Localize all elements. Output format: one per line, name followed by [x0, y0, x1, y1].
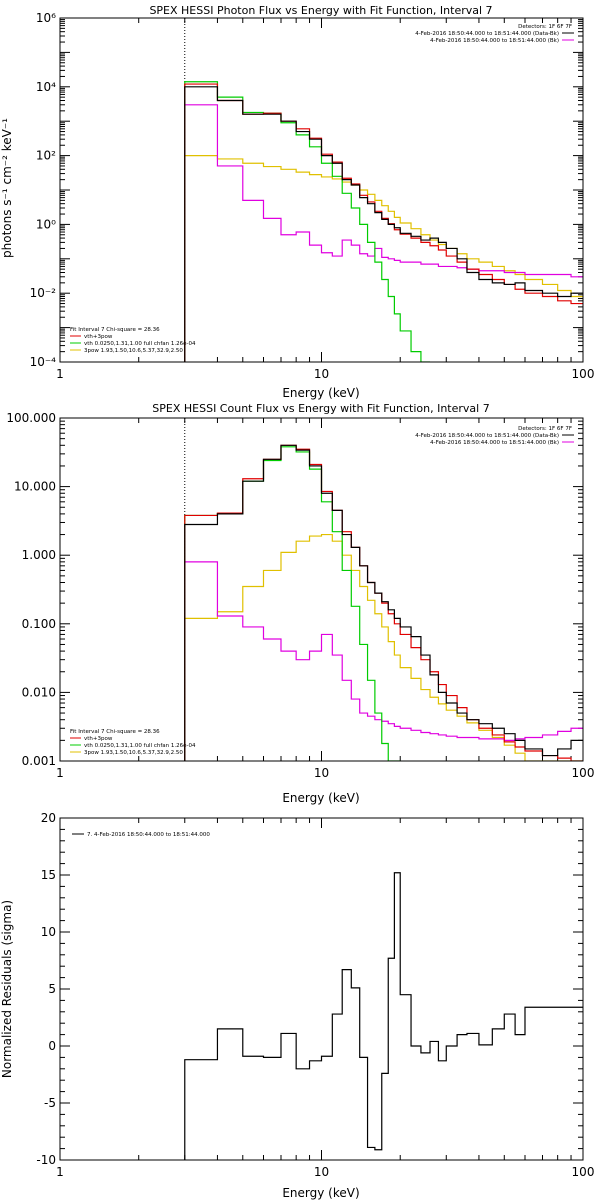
legend-bottom-heading: Fit Interval 7 Chi-square = 28.36 [70, 729, 160, 735]
panel-photon-flux: SPEX HESSI Photon Flux vs Energy with Fi… [0, 4, 594, 400]
legend-top-entry-label: 7. 4-Feb-2016 18:50:44.000 to 18:51:44.0… [87, 832, 210, 838]
series-line [184, 83, 583, 362]
y-tick-label: 10⁰ [36, 217, 56, 231]
x-axis-label: Energy (keV) [282, 791, 359, 805]
y-tick-label: 10⁻² [30, 286, 57, 300]
y-tick-label: 10² [36, 149, 56, 163]
panel-residuals: Energy (keV) Normalized Residuals (sigma… [0, 811, 594, 1200]
y-tick-label: 0.001 [22, 754, 56, 768]
series-line [184, 86, 583, 362]
x-tick-label: 10 [314, 1165, 329, 1179]
x-axis-label: Energy (keV) [282, 1186, 359, 1200]
y-tick-label: 0.100 [22, 617, 56, 631]
x-tick-label: 1 [56, 766, 64, 780]
y-tick-label: 10 [41, 925, 56, 939]
y-tick-label: 0 [48, 1039, 56, 1053]
legend-top-entry-label: 4-Feb-2016 18:50:44.000 to 18:51:44.000 … [415, 31, 559, 37]
series-line [184, 533, 583, 761]
y-axis-label: photons s⁻¹ cm⁻² keV⁻¹ [0, 118, 14, 258]
series-group [184, 81, 583, 362]
x-tick-label: 1 [56, 367, 64, 381]
y-tick-label: 20 [41, 811, 56, 825]
y-tick-label: 0.010 [22, 685, 56, 699]
axes-frame [59, 417, 584, 762]
series-group [184, 872, 583, 1160]
x-tick-label: 100 [572, 766, 595, 780]
x-axis-label: Energy (keV) [282, 386, 359, 400]
legend-bottom-entry-label: 3pow 1.93,1.50,10.6,5.37,32.9,2.50 [84, 750, 183, 756]
y-tick-label: 10⁻⁴ [30, 355, 57, 369]
legend-top-entry-label: 4-Feb-2016 18:50:44.000 to 18:51:44.000 … [430, 38, 559, 44]
y-tick-label: 1.000 [22, 548, 56, 562]
legend-bottom-entry-label: vth+3pow [84, 334, 113, 340]
series-line [184, 444, 583, 761]
legend-top-heading: Detectors: 1F 6F 7F [518, 426, 572, 432]
series-group [184, 444, 583, 761]
y-axis-label: Normalized Residuals (sigma) [0, 900, 14, 1078]
y-tick-label: 10⁶ [36, 11, 56, 25]
y-tick-label: 5 [48, 982, 56, 996]
y-tick-label: 100.000 [6, 411, 56, 425]
legend-top-heading: Detectors: 1F 6F 7F [518, 24, 572, 30]
panel-count-flux: SPEX HESSI Count Flux vs Energy with Fit… [6, 402, 594, 805]
legend-bottom-entry-label: vth 0.0250,1.31,1.00 full chfan 1.26e-04 [84, 341, 196, 347]
x-tick-label: 100 [572, 367, 595, 381]
axes-frame [59, 17, 584, 363]
legend-bottom-entry-label: 3pow 1.93,1.50,10.6,5.37,32.9,2.50 [84, 348, 183, 354]
panel-title: SPEX HESSI Count Flux vs Energy with Fit… [152, 402, 489, 415]
y-tick-label: -5 [44, 1096, 56, 1110]
legend-bottom-entry-label: vth+3pow [84, 736, 113, 742]
series-line [184, 561, 583, 761]
legend-bottom-heading: Fit Interval 7 Chi-square = 28.36 [70, 327, 160, 333]
y-tick-label: -10 [36, 1153, 56, 1167]
x-tick-label: 100 [572, 1165, 595, 1179]
legend-top-entry-label: 4-Feb-2016 18:50:44.000 to 18:51:44.000 … [430, 440, 559, 446]
legend-top-entry-label: 4-Feb-2016 18:50:44.000 to 18:51:44.000 … [415, 433, 559, 439]
series-line [184, 444, 583, 761]
y-tick-label: 10.000 [14, 480, 56, 494]
x-tick-label: 10 [314, 766, 329, 780]
axes-frame [59, 817, 584, 1161]
series-line [184, 155, 583, 362]
y-tick-label: 15 [41, 868, 56, 882]
x-tick-label: 10 [314, 367, 329, 381]
legend-bottom-entry-label: vth 0.0250,1.31,1.00 full chfan 1.26e-04 [84, 743, 196, 749]
panel-title: SPEX HESSI Photon Flux vs Energy with Fi… [149, 4, 492, 17]
series-line [184, 81, 431, 362]
series-line [184, 872, 583, 1160]
y-tick-label: 10⁴ [36, 80, 56, 94]
series-line [184, 104, 583, 362]
x-tick-label: 1 [56, 1165, 64, 1179]
